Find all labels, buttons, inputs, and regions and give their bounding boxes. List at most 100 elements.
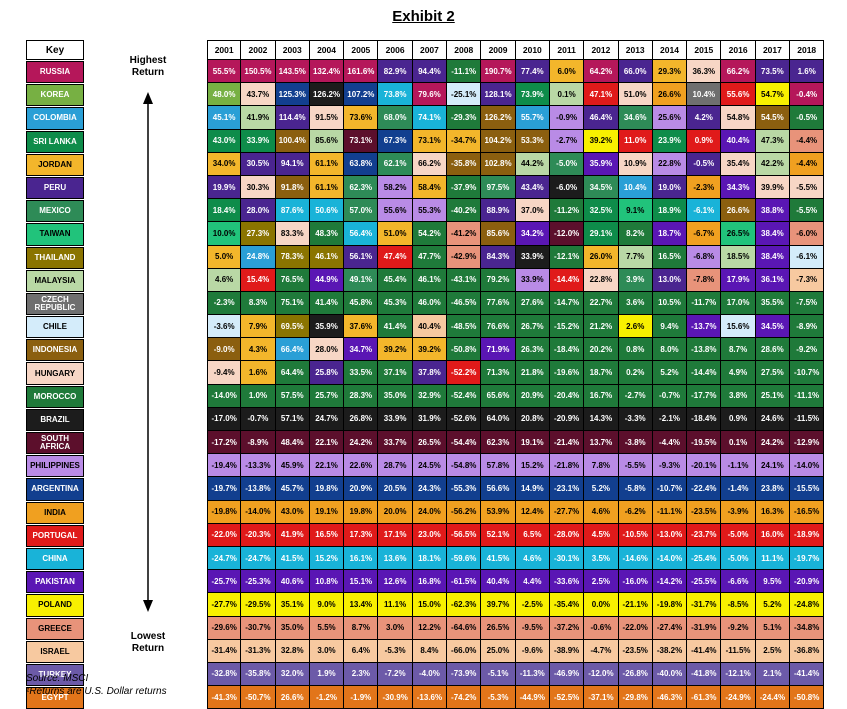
- return-cell: -38.2%: [652, 639, 688, 663]
- return-cell: 126.2%: [309, 83, 345, 107]
- return-cell: -24.9%: [721, 686, 756, 709]
- return-cell: 0.9%: [687, 129, 722, 153]
- return-cell: 4.3%: [241, 338, 276, 362]
- rank-row-1: 55.5% 150.5% 143.5% 132.4% 161.6% 82.9% 94.4% -…: [207, 60, 825, 84]
- return-cell: 31.9%: [412, 407, 448, 431]
- key-item-jordan: JORDAN: [26, 153, 84, 176]
- return-cell: -34.7%: [447, 129, 482, 153]
- return-cell: -6.1%: [790, 245, 825, 269]
- year-header-2008: 2008: [447, 40, 482, 60]
- year-header-2005: 2005: [344, 40, 379, 60]
- return-cell: 9.4%: [652, 315, 688, 339]
- return-cell: -59.6%: [447, 546, 482, 571]
- return-cell: 25.8%: [309, 361, 345, 385]
- return-cell: -8.9%: [241, 431, 276, 455]
- rank-row-5: 34.0% 30.5% 94.1% 61.1% 63.8% 62.1% 66.2% -35.8…: [207, 152, 825, 176]
- return-cell: 38.4%: [755, 245, 791, 269]
- return-cell: 43.4%: [515, 175, 550, 200]
- return-cell: 45.8%: [344, 291, 379, 316]
- year-header-2013: 2013: [618, 40, 653, 60]
- return-cell: 34.7%: [344, 338, 379, 362]
- return-cell: -52.5%: [549, 686, 585, 709]
- key-item-czech-republic: CZECH REPUBLIC: [26, 292, 84, 316]
- return-cell: 26.0%: [584, 245, 619, 269]
- return-cell: -6.1%: [687, 199, 722, 223]
- return-cell: 18.7%: [584, 361, 619, 385]
- return-cell: 20.9%: [344, 477, 379, 501]
- return-cell: 45.1%: [207, 106, 242, 130]
- return-cell: 104.2%: [481, 129, 516, 153]
- return-cell: 22.1%: [309, 454, 345, 478]
- key-item-greece: GREECE: [26, 617, 84, 640]
- highest-line-2: Return: [131, 67, 165, 78]
- return-cell: -6.0%: [549, 175, 585, 200]
- return-cell: -35.8%: [447, 152, 482, 176]
- return-cell: 47.1%: [584, 83, 619, 107]
- return-cell: 43.7%: [241, 83, 276, 107]
- return-cell: 91.8%: [275, 175, 310, 200]
- return-cell: 10.4%: [618, 175, 653, 200]
- return-cell: 6.4%: [344, 639, 379, 663]
- return-cell: 23.0%: [412, 523, 448, 547]
- return-cell: 82.9%: [378, 60, 413, 84]
- return-cell: 19.8%: [309, 477, 345, 501]
- return-cell: 57.1%: [275, 407, 310, 431]
- return-cell: 4.2%: [687, 106, 722, 130]
- year-header-2014: 2014: [652, 40, 688, 60]
- return-cell: 94.4%: [412, 60, 448, 84]
- rank-row-11: -2.3% 8.3% 75.1% 41.4% 45.8% 45.3% 46.0% -46.5%…: [207, 291, 825, 316]
- return-cell: 190.7%: [481, 60, 516, 84]
- key-item-turkey: TURKEY: [26, 663, 84, 687]
- return-cell: 27.6%: [515, 291, 550, 316]
- return-cell: 19.0%: [652, 175, 688, 200]
- return-cell: 0.8%: [618, 338, 653, 362]
- return-cell: 15.2%: [515, 454, 550, 478]
- key-item-china: CHINA: [26, 547, 84, 571]
- return-cell: 3.9%: [618, 268, 653, 292]
- return-cell: -4.4%: [790, 129, 825, 153]
- year-header-2007: 2007: [412, 40, 448, 60]
- key-item-chile: CHILE: [26, 316, 84, 339]
- return-cell: -7.3%: [790, 268, 825, 292]
- return-cell: 39.9%: [755, 175, 791, 200]
- return-cell: -25.4%: [687, 546, 722, 571]
- rank-row-28: -41.3% -50.7% 26.6% -1.2% -1.9% -30.9% -13.6% -…: [207, 686, 825, 709]
- grid-body: 55.5% 150.5% 143.5% 132.4% 161.6% 82.9% 94.4% -…: [207, 60, 825, 709]
- key-item-israel: ISRAEL: [26, 640, 84, 663]
- return-cell: -3.8%: [618, 431, 653, 455]
- return-cell: 77.6%: [481, 291, 516, 316]
- return-cell: 12.6%: [378, 570, 413, 594]
- return-cell: 71.3%: [481, 361, 516, 385]
- return-cell: 47.3%: [755, 129, 791, 153]
- rank-row-19: -19.7% -13.8% 45.7% 19.8% 20.9% 20.5% 24.3% -55…: [207, 477, 825, 501]
- return-cell: -13.8%: [687, 338, 722, 362]
- return-cell: 15.6%: [721, 315, 756, 339]
- return-cell: 0.1%: [549, 83, 585, 107]
- return-cell: 24.1%: [755, 454, 791, 478]
- return-cell: -1.1%: [721, 454, 756, 478]
- return-cell: -7.5%: [790, 291, 825, 316]
- return-cell: -23.7%: [687, 523, 722, 547]
- return-cell: -14.6%: [618, 546, 653, 571]
- return-cell: -14.7%: [549, 291, 585, 316]
- return-cell: 33.9%: [515, 268, 550, 292]
- return-cell: -46.9%: [549, 662, 585, 687]
- return-cell: -40.2%: [447, 199, 482, 223]
- return-cell: 78.3%: [275, 245, 310, 269]
- return-cell: -4.4%: [790, 152, 825, 176]
- return-cell: -73.9%: [447, 662, 482, 687]
- return-cell: 126.2%: [481, 106, 516, 130]
- key-item-russia: RUSSIA: [26, 61, 84, 84]
- return-cell: 20.0%: [378, 500, 413, 524]
- return-cell: 57.0%: [344, 199, 379, 223]
- return-cell: 15.0%: [412, 593, 448, 617]
- return-cell: -25.3%: [241, 570, 276, 594]
- return-cell: -24.4%: [755, 686, 791, 709]
- return-cell: 41.9%: [275, 523, 310, 547]
- return-cell: 76.6%: [481, 315, 516, 339]
- return-cell: 3.8%: [721, 384, 756, 408]
- rank-row-2: 48.0% 43.7% 125.3% 126.2% 107.2% 73.8% 79.6% -2…: [207, 83, 825, 107]
- return-cell: 22.7%: [584, 291, 619, 316]
- return-cell: 19.8%: [344, 500, 379, 524]
- return-cell: 3.6%: [618, 291, 653, 316]
